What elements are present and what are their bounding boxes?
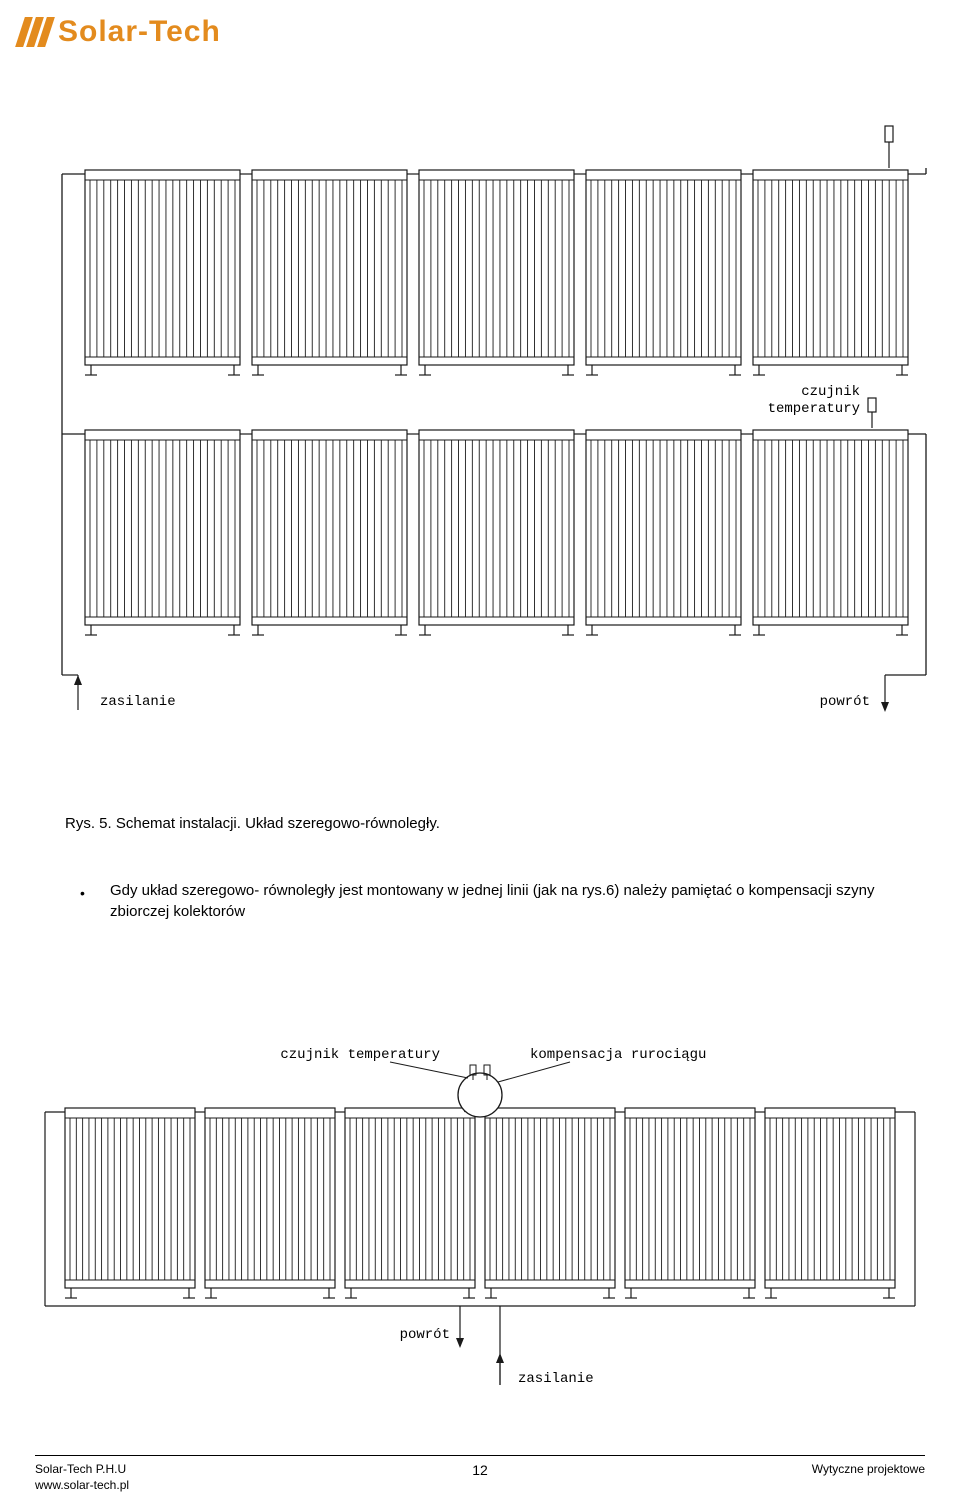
- sensor-label-line2: temperatury: [768, 401, 860, 417]
- footer-doc-title: Wytyczne projektowe: [812, 1462, 925, 1476]
- logo-bars-icon: [20, 17, 50, 47]
- supply-label-d2: zasilanie: [518, 1371, 594, 1387]
- bullet-dot-icon: •: [80, 884, 85, 904]
- return-label: powrót: [820, 694, 870, 710]
- brand-header: Solar-Tech: [20, 15, 221, 49]
- bullet-note: • Gdy układ szeregowo- równoległy jest m…: [110, 880, 890, 922]
- arrow-return-down: [881, 678, 889, 712]
- diagram-series-parallel: czujnik temperatury zasilanie powrót: [30, 120, 930, 680]
- bullet-text: Gdy układ szeregowo- równoległy jest mon…: [110, 882, 875, 920]
- sensor-label-d2: czujnik temperatury: [280, 1047, 440, 1063]
- sensor-label-line1: czujnik: [801, 384, 860, 400]
- arrow-supply-up: [74, 675, 82, 710]
- figure-caption-5: Rys. 5. Schemat instalacji. Układ szereg…: [65, 815, 440, 832]
- footer-divider: [35, 1455, 925, 1456]
- arrow-supply-up-d2: [496, 1353, 504, 1385]
- compensation-label: kompensacja rurociągu: [530, 1047, 706, 1063]
- supply-label: zasilanie: [100, 694, 176, 710]
- return-label-d2: powrót: [400, 1327, 450, 1343]
- arrow-return-down-d2: [456, 1315, 464, 1348]
- diagram-single-line: czujnik temperatury kompensacja rurociąg…: [30, 1040, 930, 1380]
- brand-name: Solar-Tech: [58, 15, 221, 49]
- footer-url: www.solar-tech.pl: [35, 1478, 129, 1494]
